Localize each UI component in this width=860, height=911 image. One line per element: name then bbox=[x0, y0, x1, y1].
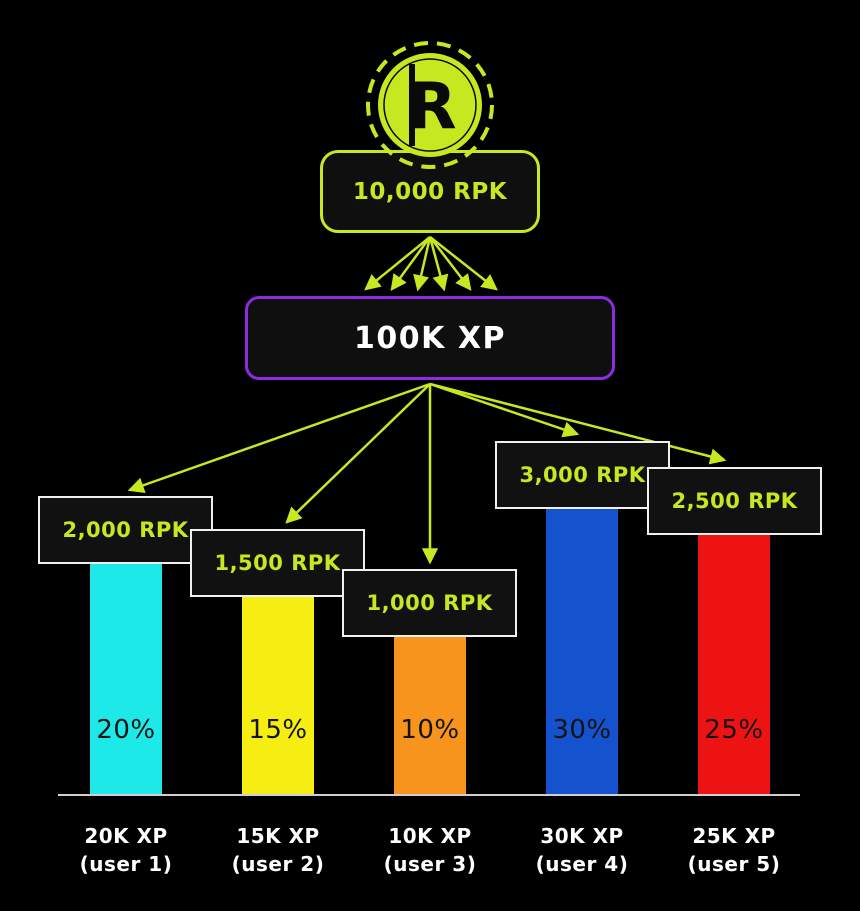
arrow bbox=[429, 382, 580, 438]
arrow bbox=[429, 236, 498, 291]
arrow bbox=[364, 236, 431, 291]
bar-user-4: 30% bbox=[546, 500, 618, 795]
root-rpk-box: 10,000 RPK bbox=[320, 150, 540, 233]
rpk-amount-label: 1,000 RPK bbox=[366, 591, 493, 615]
bar-4-percent: 30% bbox=[552, 715, 612, 745]
arrow bbox=[127, 382, 431, 494]
axis-label-user: (user 2) bbox=[231, 852, 325, 876]
root-rpk-label: 10,000 RPK bbox=[352, 178, 508, 205]
axis-label-1: 20K XP (user 1) bbox=[46, 822, 206, 878]
axis-label-2: 15K XP (user 2) bbox=[198, 822, 358, 878]
coin-letter: R bbox=[407, 70, 456, 144]
rpk-amount-box-1: 2,000 RPK bbox=[38, 496, 213, 564]
rpk-amount-box-4: 3,000 RPK bbox=[495, 441, 670, 509]
rpk-amount-box-3: 1,000 RPK bbox=[342, 569, 517, 637]
bar-user-2: 15% bbox=[242, 595, 314, 795]
bar-3-percent: 10% bbox=[400, 715, 460, 745]
arrow bbox=[285, 383, 431, 524]
bar-user-1: 20% bbox=[90, 560, 162, 795]
bar-user-5: 25% bbox=[698, 530, 770, 795]
xp-pool-label: 100K XP bbox=[354, 320, 506, 356]
rpk-amount-label: 2,500 RPK bbox=[671, 489, 798, 513]
axis-label-xp: 15K XP bbox=[236, 824, 320, 848]
bar-2-percent: 15% bbox=[248, 715, 308, 745]
axis-label-user: (user 4) bbox=[535, 852, 629, 876]
axis-label-xp: 30K XP bbox=[540, 824, 624, 848]
axis-baseline bbox=[58, 794, 800, 796]
bar-1-percent: 20% bbox=[96, 715, 156, 745]
axis-label-3: 10K XP (user 3) bbox=[350, 822, 510, 878]
rpk-amount-box-2: 1,500 RPK bbox=[190, 529, 365, 597]
arrow bbox=[428, 236, 449, 292]
rpk-amount-box-5: 2,500 RPK bbox=[647, 467, 822, 535]
xp-pool-box: 100K XP bbox=[245, 296, 615, 380]
coin-dashed-ring bbox=[366, 41, 494, 169]
arrow bbox=[390, 236, 432, 291]
arrow bbox=[413, 236, 432, 292]
coin-inner-rim bbox=[383, 58, 477, 152]
bar-5-percent: 25% bbox=[704, 715, 764, 745]
axis-label-xp: 25K XP bbox=[692, 824, 776, 848]
rpk-amount-label: 1,500 RPK bbox=[214, 551, 341, 575]
axis-label-xp: 10K XP bbox=[388, 824, 472, 848]
axis-label-4: 30K XP (user 4) bbox=[502, 822, 662, 878]
coin-body bbox=[378, 53, 482, 157]
arrow bbox=[429, 236, 472, 291]
rpk-amount-label: 3,000 RPK bbox=[519, 463, 646, 487]
axis-label-xp: 20K XP bbox=[84, 824, 168, 848]
axis-label-user: (user 3) bbox=[383, 852, 477, 876]
rpk-amount-label: 2,000 RPK bbox=[62, 518, 189, 542]
bar-user-3: 10% bbox=[394, 635, 466, 795]
axis-label-user: (user 1) bbox=[79, 852, 173, 876]
rpk-coin-icon: R bbox=[366, 41, 494, 169]
axis-label-5: 25K XP (user 5) bbox=[654, 822, 814, 878]
fan-arrows-top bbox=[364, 236, 498, 292]
axis-label-user: (user 5) bbox=[687, 852, 781, 876]
